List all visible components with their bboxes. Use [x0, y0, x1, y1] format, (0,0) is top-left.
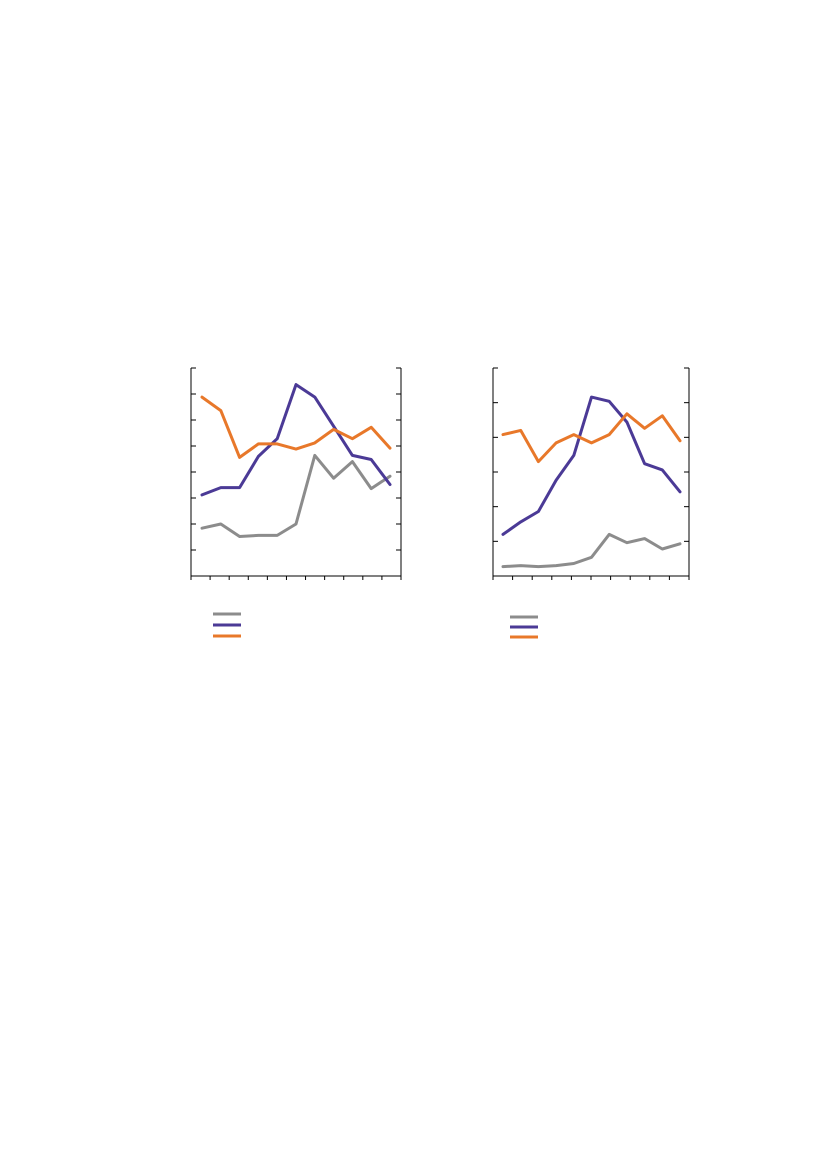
series-line-2	[501, 395, 682, 536]
series-line-1	[200, 453, 392, 538]
series-line-2	[200, 383, 392, 497]
series-line-1	[501, 532, 682, 569]
left-chart	[190, 367, 402, 638]
series-line-3	[200, 395, 392, 459]
series-line-3	[501, 412, 682, 464]
right-chart	[492, 367, 690, 639]
